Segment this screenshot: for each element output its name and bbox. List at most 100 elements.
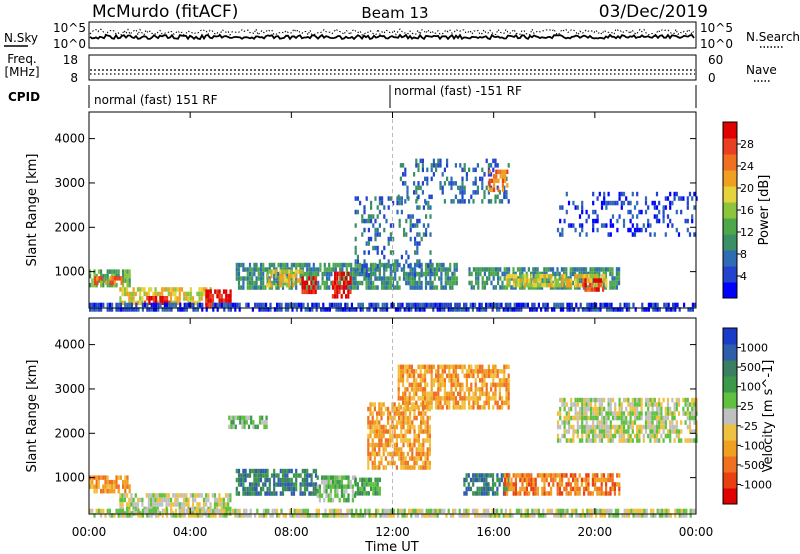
heatmap-cell (558, 491, 561, 496)
heatmap-cell (317, 285, 320, 290)
heatmap-cell (187, 291, 190, 297)
heatmap-cell (563, 280, 566, 286)
heatmap-cell (135, 302, 138, 308)
heatmap-cell (367, 285, 370, 290)
heatmap-cell (383, 285, 386, 290)
heatmap-cell (404, 364, 407, 370)
heatmap-cell (425, 508, 428, 514)
heatmap-cell (396, 267, 399, 272)
heatmap-cell (638, 429, 641, 434)
heatmap-cell (218, 502, 221, 507)
heatmap-cell (417, 364, 420, 370)
heatmap-cell (446, 391, 449, 397)
heatmap-cell (344, 302, 347, 308)
heatmap-cell (422, 223, 425, 228)
heatmap-cell (559, 424, 562, 430)
heatmap-cell (347, 271, 350, 277)
heatmap-cell (183, 502, 186, 507)
heatmap-cell (306, 307, 309, 312)
heatmap-cell (323, 267, 326, 272)
heatmap-cell (306, 513, 309, 518)
heatmap-cell (342, 289, 345, 295)
heatmap-cell (396, 280, 399, 286)
heatmap-cell (461, 405, 464, 410)
heatmap-cell (474, 491, 477, 496)
heatmap-cell (349, 276, 352, 281)
heatmap-cell (413, 433, 416, 439)
heatmap-cell (106, 273, 109, 279)
heatmap-cell (380, 406, 383, 412)
heatmap-cell (619, 302, 622, 308)
heatmap-cell (222, 298, 226, 303)
heatmap-cell (185, 291, 188, 297)
heatmap-cell (404, 396, 407, 401)
heatmap-cell (452, 369, 455, 374)
heatmap-cell (332, 479, 335, 485)
heatmap-cell (478, 491, 481, 496)
heatmap-cell (609, 402, 612, 407)
heatmap-cell (105, 280, 108, 286)
heatmap-cell (255, 473, 258, 478)
heatmap-cell (634, 307, 637, 312)
heatmap-cell (412, 302, 415, 308)
heatmap-cell (218, 497, 221, 503)
heatmap-cell (636, 397, 639, 403)
heatmap-cell (265, 513, 268, 518)
heatmap-cell (594, 473, 597, 478)
heatmap-cell (553, 302, 556, 308)
heatmap-cell (519, 278, 522, 283)
heatmap-cell (438, 262, 441, 268)
heatmap-cell (570, 223, 573, 228)
heatmap-cell (279, 278, 282, 283)
heatmap-cell (163, 508, 166, 514)
heatmap-cell (472, 396, 475, 401)
heatmap-cell (240, 513, 243, 518)
heatmap-cell (190, 302, 193, 308)
heatmap-cell (365, 477, 368, 483)
heatmap-cell (561, 278, 564, 283)
heatmap-cell (655, 205, 659, 210)
heatmap-cell (671, 415, 674, 421)
heatmap-cell (196, 493, 199, 498)
heatmap-cell (579, 302, 582, 308)
heatmap-cell (442, 285, 445, 290)
heatmap-cell (561, 433, 564, 439)
heatmap-cell (406, 442, 409, 448)
heatmap-cell (117, 302, 120, 308)
heatmap-cell (117, 484, 120, 489)
nsearch-line (89, 27, 695, 37)
heatmap-cell (603, 433, 606, 439)
heatmap-cell (616, 473, 619, 478)
heatmap-cell (378, 429, 381, 434)
heatmap-cell (428, 429, 431, 434)
heatmap-cell (695, 438, 698, 443)
heatmap-cell (542, 302, 545, 308)
heatmap-cell (443, 302, 446, 308)
heatmap-cell (686, 196, 689, 201)
heatmap-cell (508, 486, 511, 492)
heatmap-cell (541, 473, 544, 478)
heatmap-cell (486, 276, 489, 281)
heatmap-cell (627, 420, 630, 425)
heatmap-cell (363, 209, 366, 215)
heatmap-cell (409, 218, 412, 224)
heatmap-cell (349, 289, 352, 295)
heatmap-cell (496, 508, 499, 514)
heatmap-cell (290, 477, 293, 483)
heatmap-cell (380, 442, 383, 448)
heatmap-cell (600, 420, 604, 425)
heatmap-cell (649, 438, 652, 443)
heatmap-cell (581, 508, 584, 514)
heatmap-cell (470, 387, 473, 392)
heatmap-cell (459, 396, 462, 401)
heatmap-cell (420, 447, 423, 452)
heatmap-cell (399, 378, 402, 383)
heatmap-cell (417, 396, 420, 401)
heatmap-cell (323, 271, 326, 277)
heatmap-cell (505, 190, 508, 195)
heatmap-cell (418, 263, 421, 269)
heatmap-cell (417, 424, 420, 430)
heatmap-cell (199, 302, 202, 308)
heatmap-cell (598, 424, 601, 430)
heatmap-cell (124, 513, 127, 518)
